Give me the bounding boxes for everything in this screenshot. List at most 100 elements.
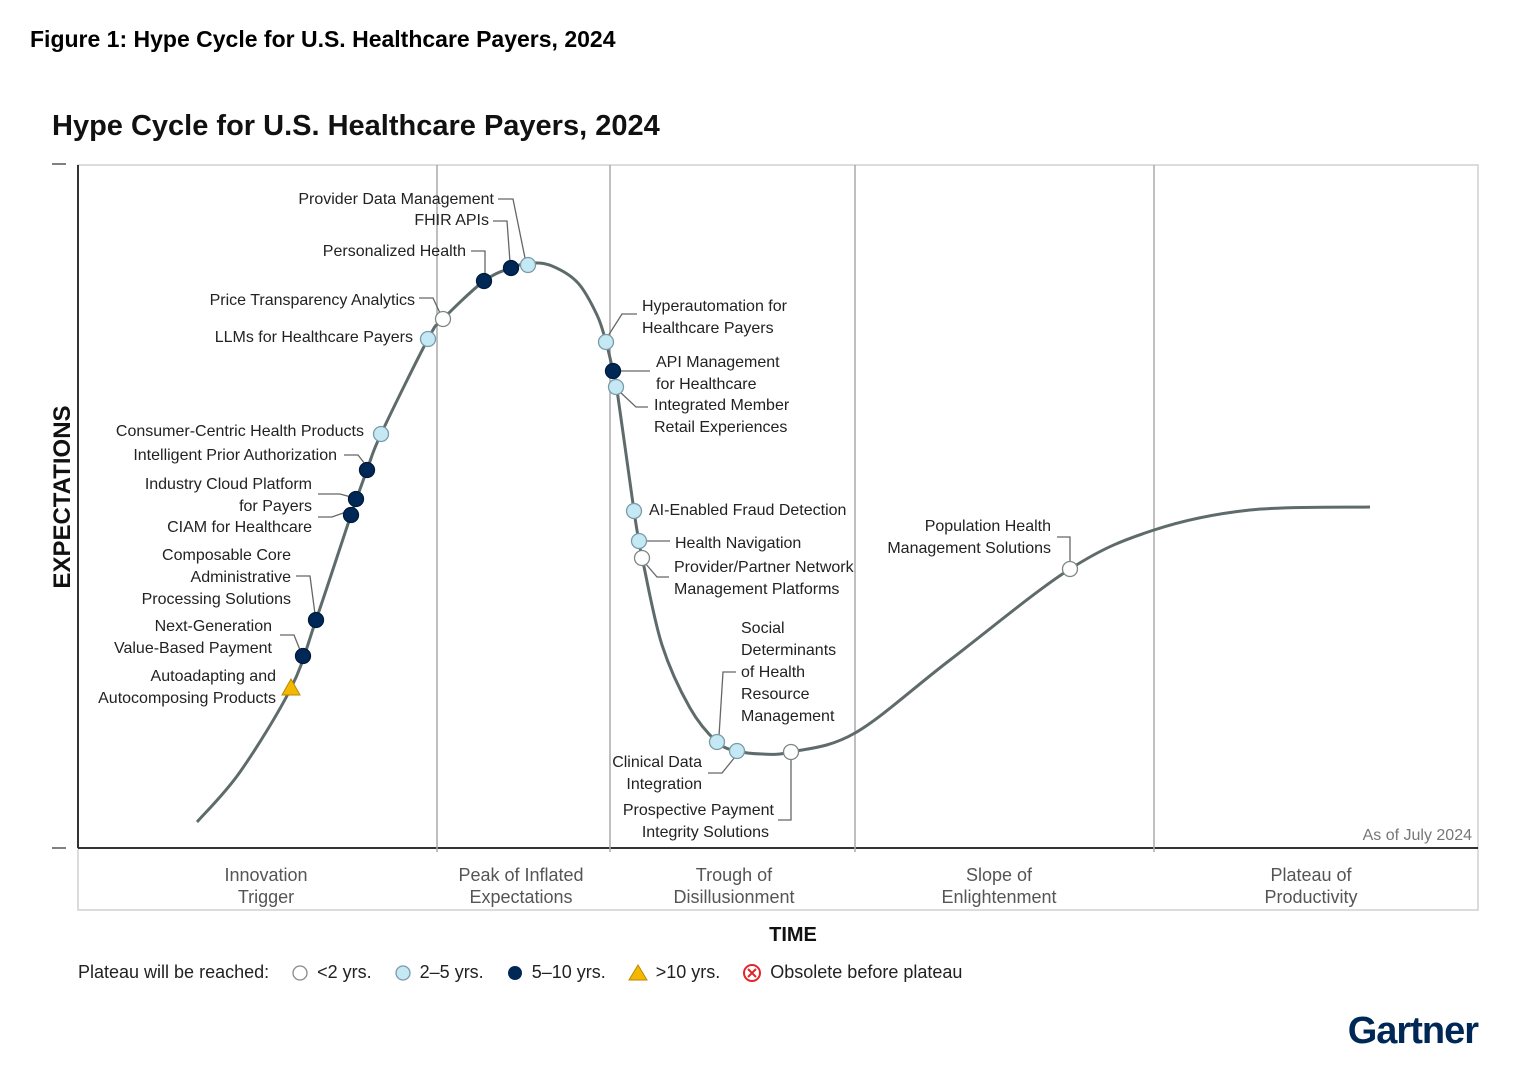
- technology-marker: [342, 506, 360, 524]
- leader-line: [419, 297, 441, 314]
- technology-label: Industry Cloud Platform for Payers: [145, 476, 312, 515]
- phase-label: Productivity: [1264, 887, 1357, 907]
- technology-label-line: Industry Cloud Platform: [145, 476, 312, 493]
- leader-line: [318, 493, 352, 498]
- technology-label-line: Composable Core: [162, 547, 291, 564]
- technology-label-line: Price Transparency Analytics: [210, 292, 415, 309]
- technology-label-line: for Payers: [239, 498, 312, 515]
- legend-item-5-10: 5–10 yrs.: [506, 962, 606, 983]
- technology-marker: [604, 362, 622, 380]
- technology-label-line: Population Health: [925, 518, 1051, 535]
- technology-marker: [708, 733, 726, 751]
- technology-markers: [281, 256, 1079, 761]
- legend-item-2-5: 2–5 yrs.: [394, 962, 484, 983]
- leader-line: [708, 756, 736, 774]
- technology-label: Integrated Member Retail Experiences: [654, 397, 790, 436]
- technology-marker: [633, 549, 651, 567]
- leader-line: [280, 634, 301, 651]
- technology-label-line: Personalized Health: [323, 243, 466, 260]
- phase-label: Peak of Inflated: [458, 865, 583, 885]
- technology-marker: [630, 532, 648, 550]
- technology-label: AI-Enabled Fraud Detection: [649, 502, 846, 519]
- technology-label-line: Administrative: [191, 569, 292, 586]
- technology-marker: [782, 743, 800, 761]
- technology-label-line: Value-Based Payment: [114, 640, 273, 657]
- technology-label-line: Integration: [626, 776, 702, 793]
- technology-label-line: FHIR APIs: [414, 212, 489, 229]
- technology-label: Social Determinants of Health Resource Manag…: [741, 620, 836, 725]
- technology-marker: [502, 259, 520, 277]
- technology-marker: [728, 742, 746, 760]
- technology-label: Next-Generation Value-Based Payment: [114, 618, 273, 657]
- technology-marker: [475, 272, 493, 290]
- technology-marker: [625, 502, 643, 520]
- leader-line: [619, 391, 648, 408]
- technology-label: Population Health Management Solutions: [887, 518, 1051, 557]
- technology-label-line: Autocomposing Products: [98, 690, 276, 707]
- technology-marker: [347, 490, 365, 508]
- leader-line: [344, 454, 366, 465]
- legend-item-obsolete: Obsolete before plateau: [742, 962, 962, 983]
- technology-label-line: Determinants: [741, 642, 836, 659]
- technology-label-line: Integrated Member: [654, 397, 790, 414]
- leader-line: [718, 671, 736, 737]
- technology-label: Autoadapting and Autocomposing Products: [98, 668, 276, 707]
- technology-label-line: for Healthcare: [656, 376, 757, 393]
- technology-label-line: Resource: [741, 686, 810, 703]
- chart-frame: [52, 163, 1479, 911]
- x-axis-label: TIME: [769, 924, 817, 946]
- leader-line: [498, 198, 526, 259]
- dark-blue-circle-icon: [507, 965, 522, 980]
- technology-label-line: Integrity Solutions: [642, 824, 769, 841]
- leader-line: [318, 511, 347, 518]
- technology-label: Provider Data Management: [298, 191, 494, 208]
- technology-label-line: Next-Generation: [155, 618, 272, 635]
- technology-marker: [358, 461, 376, 479]
- technology-label-line: Prospective Payment: [623, 802, 775, 819]
- y-axis-label: EXPECTATIONS: [49, 405, 76, 588]
- technology-label-line: Clinical Data: [612, 754, 702, 771]
- technology-label-line: Healthcare Payers: [642, 320, 774, 337]
- technology-label: CIAM for Healthcare: [167, 519, 312, 536]
- phase-label: Plateau of: [1270, 865, 1352, 885]
- technology-label: Provider/Partner Network Management Platf…: [674, 559, 855, 598]
- technology-label-line: LLMs for Healthcare Payers: [215, 329, 413, 346]
- leader-lines: [280, 198, 1071, 821]
- leader-line: [778, 758, 792, 821]
- technology-label-line: Retail Experiences: [654, 419, 787, 436]
- leader-line: [1057, 536, 1071, 562]
- gartner-logo: Gartner: [1347, 1010, 1479, 1052]
- technology-marker-triangle: [281, 677, 301, 696]
- technology-label-line: of Health: [741, 664, 805, 681]
- technology-label-line: Social: [741, 620, 785, 637]
- leader-line: [493, 220, 511, 263]
- legend-item-lt2: <2 yrs.: [291, 962, 372, 983]
- technology-label: Composable Core Administrative Processing …: [142, 547, 292, 608]
- technology-label: API Management for Healthcare: [656, 354, 780, 393]
- technology-label: Personalized Health: [323, 243, 466, 260]
- phase-label: Innovation: [224, 865, 307, 885]
- technology-label-line: Autoadapting and: [151, 668, 276, 685]
- technology-label-line: Management Solutions: [887, 540, 1051, 557]
- technology-marker: [519, 256, 537, 274]
- technology-label: Prospective Payment Integrity Solutions: [623, 802, 775, 841]
- technology-label: Intelligent Prior Authorization: [133, 447, 337, 464]
- technology-label: FHIR APIs: [414, 212, 489, 229]
- phase-label: Trigger: [238, 887, 294, 907]
- phase-label: Trough of: [696, 865, 773, 885]
- leader-line: [644, 562, 669, 578]
- technology-marker: [1061, 560, 1079, 578]
- technology-label-line: Provider/Partner Network: [674, 559, 855, 576]
- legend: Plateau will be reached: <2 yrs. 2–5 yrs…: [78, 962, 962, 983]
- technology-label-line: Processing Solutions: [142, 591, 291, 608]
- leader-line: [471, 250, 486, 275]
- technology-marker: [419, 330, 437, 348]
- technology-label-line: Provider Data Management: [298, 191, 494, 208]
- technology-label-line: Intelligent Prior Authorization: [133, 447, 337, 464]
- yellow-triangle-icon: [627, 963, 648, 980]
- leader-line: [296, 575, 316, 615]
- technology-label: Price Transparency Analytics: [210, 292, 415, 309]
- legend-label: 2–5 yrs.: [419, 962, 484, 982]
- legend-item-gt10: >10 yrs.: [627, 962, 720, 983]
